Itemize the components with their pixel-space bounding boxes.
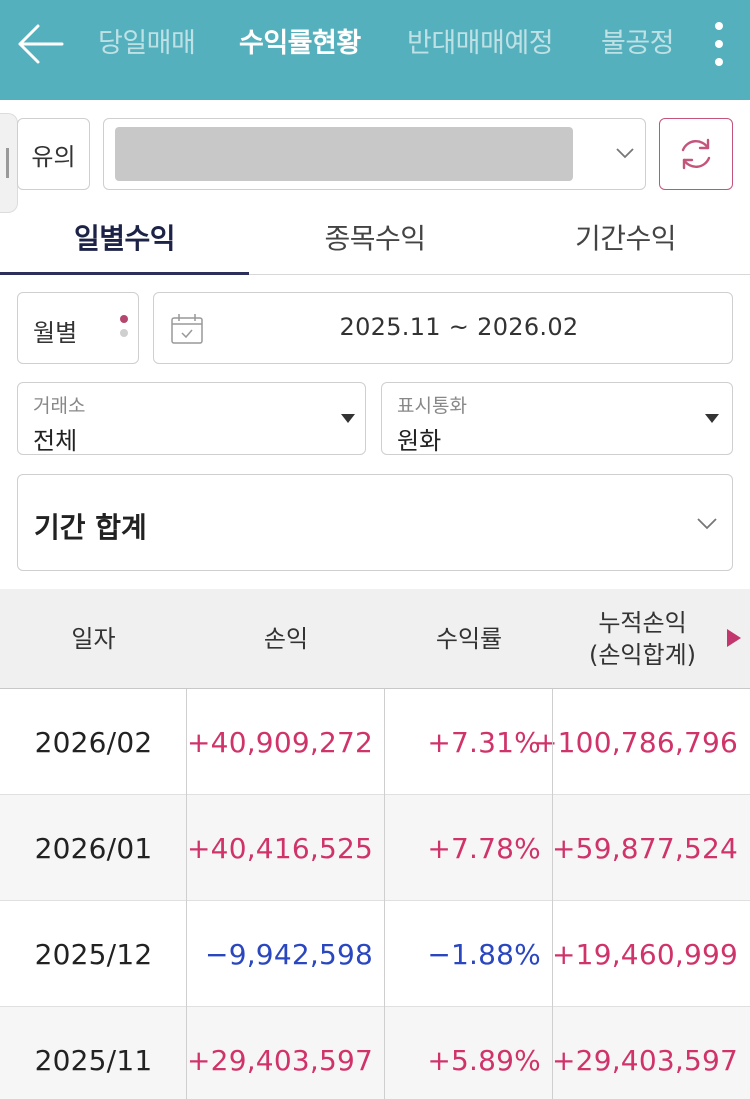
row-pnl: +40,909,272 <box>187 725 373 759</box>
app-header: 당일매매 수익률현황 반대매매예정 불공정 <box>0 0 750 100</box>
chevron-down-icon <box>615 145 635 159</box>
side-drawer-handle[interactable] <box>0 113 18 213</box>
row-pnl: −9,942,598 <box>205 937 373 971</box>
header-cumulative-line1: 누적손익 <box>598 609 687 637</box>
refresh-button[interactable] <box>659 118 733 190</box>
row-rate: −1.88% <box>427 937 541 971</box>
table-header: 일자 손익 수익률 누적손익 (손익합계) <box>0 589 750 689</box>
date-range-value: 2025.11 ~ 2026.02 <box>339 313 579 341</box>
header-tab-forced-liquidation[interactable]: 반대매매예정 <box>407 28 554 59</box>
row-rate: +5.89% <box>427 1043 541 1077</box>
row-date: 2025/12 <box>34 937 153 971</box>
column-divider <box>552 689 553 1099</box>
dropdown-arrow-icon <box>341 414 355 423</box>
monthly-profit-table: 일자 손익 수익률 누적손익 (손익합계) 2026/02 +40,909,27… <box>0 589 750 1099</box>
exchange-value: 전체 <box>33 427 78 455</box>
header-cumulative-line2: (손익합계) <box>588 641 697 669</box>
header-tab-daily-trades[interactable]: 당일매매 <box>98 28 196 59</box>
table-row[interactable]: 2025/12 −9,942,598 −1.88% +19,460,999 <box>0 901 750 1007</box>
active-tab-indicator <box>0 272 249 275</box>
table-row[interactable]: 2025/11 +29,403,597 +5.89% +29,403,597 <box>0 1007 750 1099</box>
notice-button[interactable]: 유의 <box>17 118 90 190</box>
header-date: 일자 <box>71 625 116 653</box>
row-pnl: +40,416,525 <box>187 831 373 865</box>
table-row[interactable]: 2026/01 +40,416,525 +7.78% +59,877,524 <box>0 795 750 901</box>
tab-period-profit[interactable]: 기간수익 <box>574 222 677 255</box>
row-rate: +7.78% <box>427 831 541 865</box>
exchange-caption: 거래소 <box>33 395 86 417</box>
tab-daily-profit[interactable]: 일별수익 <box>73 222 176 255</box>
row-date: 2026/01 <box>34 831 153 865</box>
exchange-dropdown[interactable]: 거래소 전체 <box>17 382 366 455</box>
column-divider <box>186 689 187 1099</box>
period-summary-title: 기간 합계 <box>34 511 147 544</box>
refresh-icon <box>681 138 711 170</box>
dropdown-arrow-icon <box>705 414 719 423</box>
row-cumulative: +100,786,796 <box>534 725 738 759</box>
row-rate: +7.31% <box>427 725 541 759</box>
chevron-down-icon <box>697 518 717 530</box>
table-row[interactable]: 2026/02 +40,909,272 +7.31% +100,786,796 <box>0 689 750 795</box>
header-cumulative: 누적손익 (손익합계) <box>553 589 750 689</box>
currency-value: 원화 <box>397 427 442 455</box>
row-cumulative: +59,877,524 <box>552 831 738 865</box>
header-pnl: 손익 <box>263 625 309 653</box>
period-type-select[interactable]: 월별 <box>17 292 139 364</box>
header-tab-unfair[interactable]: 불공정 <box>601 28 675 59</box>
tab-stock-profit[interactable]: 종목수익 <box>324 222 426 255</box>
next-columns-arrow-icon[interactable] <box>727 629 741 647</box>
period-type-value: 월별 <box>33 319 78 347</box>
header-tab-bar: 당일매매 수익률현황 반대매매예정 불공정 <box>98 0 688 88</box>
currency-dropdown[interactable]: 표시통화 원화 <box>381 382 733 455</box>
account-number-masked <box>115 127 573 181</box>
row-date: 2026/02 <box>34 725 153 759</box>
header-tab-return-status[interactable]: 수익률현황 <box>239 28 361 59</box>
sub-tab-bar: 일별수익 종목수익 기간수익 <box>0 205 750 275</box>
row-cumulative: +19,460,999 <box>552 937 738 971</box>
row-pnl: +29,403,597 <box>187 1043 373 1077</box>
more-vertical-icon[interactable] <box>705 18 733 70</box>
column-divider <box>384 689 385 1099</box>
period-summary-toggle[interactable]: 기간 합계 <box>17 474 733 571</box>
account-select[interactable] <box>103 118 646 190</box>
currency-caption: 표시통화 <box>397 395 467 417</box>
back-arrow-icon[interactable] <box>12 22 68 66</box>
calendar-icon <box>171 314 203 344</box>
header-rate: 수익률 <box>435 625 503 653</box>
row-cumulative: +29,403,597 <box>552 1043 738 1077</box>
row-date: 2025/11 <box>34 1043 153 1077</box>
date-range-picker[interactable]: 2025.11 ~ 2026.02 <box>153 292 733 364</box>
